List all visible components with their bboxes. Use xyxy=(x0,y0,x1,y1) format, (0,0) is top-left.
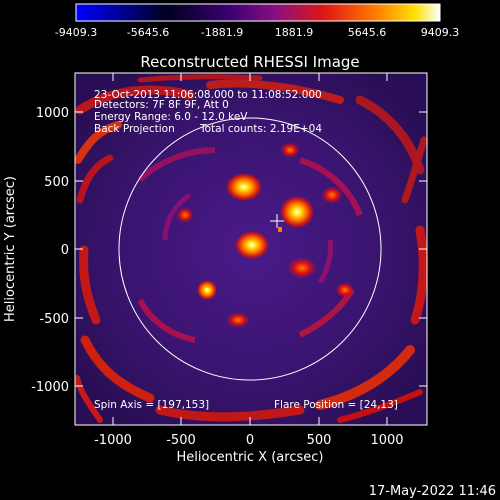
solar-image xyxy=(75,73,427,425)
x-tick-labels: -1000 -500 0 500 1000 xyxy=(94,433,403,448)
timestamp: 17-May-2022 11:46 xyxy=(369,484,496,499)
x-tick-label: -500 xyxy=(166,433,196,448)
colorbar-frame xyxy=(75,3,441,22)
y-tick-label: 500 xyxy=(44,175,69,190)
colorbar-tick: -1881.9 xyxy=(201,26,243,39)
colorbar-tick: 9409.3 xyxy=(421,26,460,39)
plot-title: Reconstructed RHESSI Image xyxy=(140,53,359,71)
y-tick-label: 0 xyxy=(61,243,69,258)
observation-info: 23-Oct-2013 11:06:08.000 to 11:08:52.000… xyxy=(94,89,322,135)
colorbar-tick: 5645.6 xyxy=(348,26,387,39)
colorbar-gradient xyxy=(76,4,440,21)
emission-sources xyxy=(176,142,355,328)
colorbar-tick: 1881.9 xyxy=(275,26,314,39)
y-tick-label: -500 xyxy=(39,312,69,327)
x-axis-label: Heliocentric X (arcsec) xyxy=(177,450,324,465)
x-tick-label: 0 xyxy=(246,433,254,448)
time-range-text: 23-Oct-2013 11:06:08.000 to 11:08:52.000 xyxy=(94,89,322,101)
y-tick-labels: 1000 500 0 -500 -1000 xyxy=(31,106,69,395)
colorbar-tick: -9409.3 xyxy=(55,26,97,39)
flare-position-text: Flare Position = [24,13] xyxy=(274,399,398,411)
colorbar: -9409.3 -5645.6 -1881.9 1881.9 5645.6 94… xyxy=(55,3,460,39)
total-counts-text: Total counts: 2.19E+04 xyxy=(199,123,322,135)
energy-range-text: Energy Range: 6.0 - 12.0 keV xyxy=(94,111,248,123)
y-tick-label: 1000 xyxy=(36,106,69,121)
tick-marks xyxy=(75,73,427,425)
solar-limb xyxy=(118,117,382,381)
y-tick-label: -1000 xyxy=(31,380,69,395)
inner-ripples xyxy=(137,147,363,343)
detectors-text: Detectors: 7F 8F 9F, Att 0 xyxy=(94,99,229,111)
x-tick-label: 1000 xyxy=(370,433,403,448)
spin-axis-text: Spin Axis = [197,153] xyxy=(94,399,209,411)
background-ripples xyxy=(75,74,427,423)
x-tick-label: -1000 xyxy=(94,433,132,448)
algorithm-text: Back Projection xyxy=(94,123,175,135)
colorbar-tick: -5645.6 xyxy=(127,26,169,39)
y-axis-label: Heliocentric Y (arcsec) xyxy=(3,176,18,322)
x-tick-label: 500 xyxy=(307,433,332,448)
flare-position-cross xyxy=(270,214,284,228)
